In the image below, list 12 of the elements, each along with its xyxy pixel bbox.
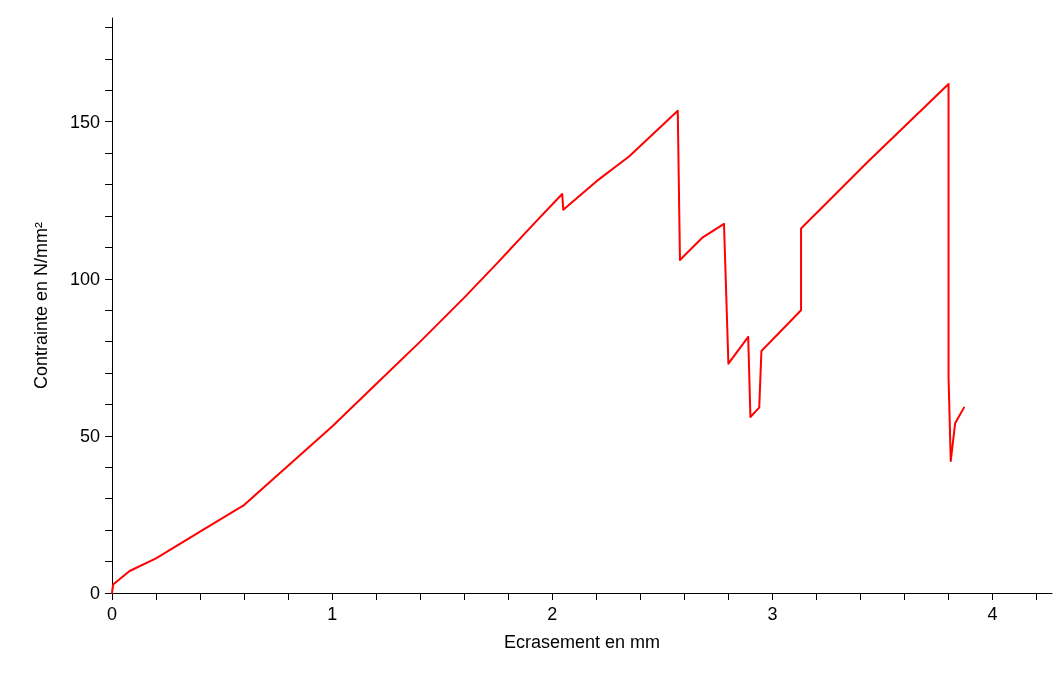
y-axis-title: Contrainte en N/mm² — [31, 221, 51, 390]
x-axis-title: Ecrasement en mm — [503, 632, 661, 652]
x-tick-label: 4 — [987, 604, 998, 624]
x-tick-label: 1 — [327, 604, 338, 624]
x-tick-label: 2 — [547, 604, 558, 624]
y-tick-label: 100 — [69, 268, 100, 289]
y-tick-label: 50 — [79, 425, 100, 446]
line-series — [111, 82, 965, 594]
x-tick-label: 3 — [767, 604, 778, 624]
y-tick-label: 0 — [89, 583, 100, 603]
x-tick-label: 0 — [106, 604, 118, 624]
y-tick-label: 150 — [69, 111, 100, 132]
